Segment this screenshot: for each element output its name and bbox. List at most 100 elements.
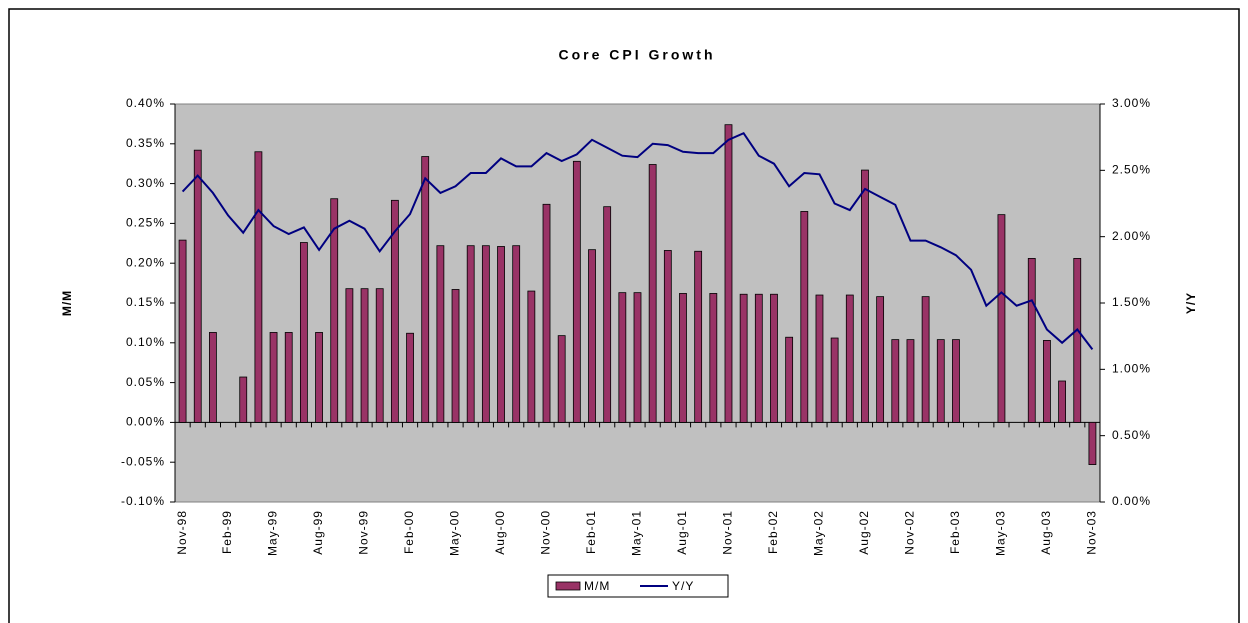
x-tick-label: May-01 [630, 510, 644, 556]
bar [572, 160, 581, 423]
y-tick-label: 0.15% [126, 295, 165, 309]
bar [679, 293, 687, 423]
bar [952, 339, 960, 423]
bar [1073, 258, 1082, 423]
bar [193, 149, 202, 423]
legend-label: M/M [584, 579, 610, 593]
x-tick-label: Aug-99 [311, 510, 325, 555]
x-tick-label: Feb-02 [766, 510, 780, 554]
bar [830, 337, 839, 423]
x-tick-label: Nov-02 [903, 510, 917, 555]
bar [451, 289, 460, 423]
bar [557, 335, 566, 423]
bar [209, 332, 217, 423]
x-tick-label: Feb-00 [402, 510, 416, 554]
bar [770, 293, 778, 423]
legend-box [547, 574, 729, 598]
bar [436, 245, 445, 423]
bar [815, 294, 824, 423]
bar [906, 339, 915, 423]
bar [891, 339, 900, 423]
y2-tick-label: 0.00% [1112, 494, 1151, 508]
y-tick-label: 0.25% [126, 216, 165, 230]
x-tick-label: Nov-01 [721, 510, 735, 555]
y2-tick-label: 1.50% [1112, 295, 1151, 309]
bar [375, 288, 384, 423]
bar [936, 339, 945, 423]
x-tick-label: Aug-01 [675, 510, 689, 555]
y-tick-label: 0.30% [126, 176, 165, 190]
x-tick-label: Aug-00 [493, 510, 507, 555]
y-axis-title: M/M [60, 290, 74, 316]
bar [315, 332, 323, 423]
bar [512, 245, 521, 423]
x-tick-label: Nov-99 [357, 510, 371, 555]
bar [390, 199, 399, 423]
bar [178, 239, 187, 423]
x-tick-label: May-99 [266, 510, 280, 556]
bar [542, 203, 551, 423]
legend-swatch [555, 581, 581, 591]
legend-label: Y/Y [672, 579, 694, 593]
y-tick-label: 0.00% [126, 415, 165, 429]
bar [709, 293, 718, 423]
x-tick-label: Nov-00 [539, 510, 553, 555]
y2-tick-label: 0.50% [1112, 428, 1151, 442]
bar [1027, 258, 1036, 423]
bar [1058, 380, 1066, 423]
bar [861, 169, 869, 423]
bar [921, 296, 930, 423]
bar [663, 250, 672, 423]
y-tick-label: 0.20% [126, 255, 165, 269]
bar [694, 250, 703, 423]
y-tick-label: -0.05% [121, 454, 165, 468]
bar [269, 332, 278, 423]
y2-tick-label: 2.50% [1112, 163, 1151, 177]
bar [284, 332, 293, 423]
bar [466, 245, 475, 423]
bar [633, 292, 642, 423]
bar [345, 288, 354, 423]
y-tick-label: -0.10% [121, 494, 165, 508]
bar [648, 164, 657, 423]
y-tick-label: 0.40% [126, 96, 165, 110]
bar [360, 288, 369, 423]
y2-tick-label: 1.00% [1112, 362, 1151, 376]
bar [254, 151, 263, 423]
bar [800, 211, 809, 423]
x-tick-label: Aug-03 [1039, 510, 1053, 555]
x-tick-label: Aug-02 [857, 510, 871, 555]
y2-tick-label: 3.00% [1112, 96, 1151, 110]
bar [845, 294, 854, 423]
bar [618, 292, 627, 423]
x-tick-label: Feb-99 [220, 510, 234, 554]
y-tick-label: 0.35% [126, 136, 165, 150]
bar [724, 124, 733, 423]
x-tick-label: Nov-98 [175, 510, 189, 555]
bar [239, 376, 248, 423]
x-tick-label: Feb-03 [948, 510, 962, 554]
bar [527, 290, 536, 423]
bar [421, 156, 430, 423]
bar [406, 332, 414, 423]
bar [1088, 421, 1097, 465]
bar [876, 296, 885, 423]
bar [299, 242, 308, 423]
line-series [181, 131, 1094, 351]
bar [497, 246, 505, 423]
y2-tick-label: 2.00% [1112, 229, 1151, 243]
legend: M/M Y/Y [547, 574, 729, 598]
bar [754, 293, 763, 423]
bar [481, 245, 490, 423]
bar [330, 198, 339, 423]
bar [588, 249, 596, 423]
y-tick-label: 0.10% [126, 335, 165, 349]
chart-title: Core CPI Growth [558, 47, 715, 63]
bar [785, 336, 794, 423]
x-tick-label: May-02 [812, 510, 826, 556]
y-tick-label: 0.05% [126, 375, 165, 389]
x-tick-label: Feb-01 [584, 510, 598, 554]
bar [603, 206, 612, 423]
x-tick-label: May-00 [448, 510, 462, 556]
